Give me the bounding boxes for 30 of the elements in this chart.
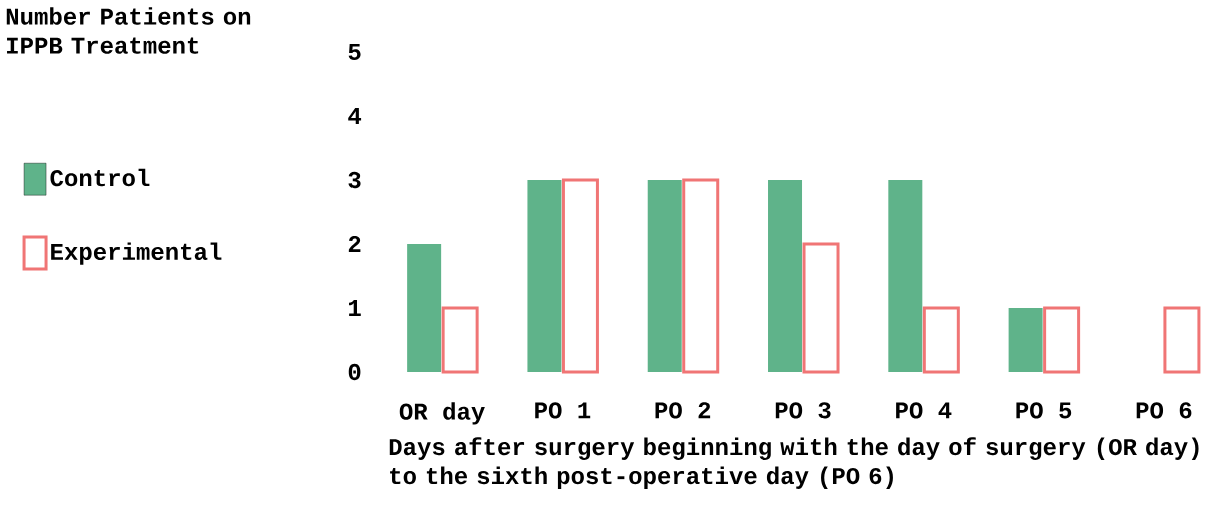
bar	[802, 242, 840, 374]
bar	[1008, 308, 1043, 372]
bar	[922, 306, 960, 374]
bar	[561, 178, 599, 374]
bar	[768, 180, 803, 372]
y-tick-label: 2	[348, 235, 361, 253]
y-tick-label: 5	[348, 43, 361, 61]
y-tick-label: 3	[348, 171, 361, 189]
bar	[441, 306, 479, 374]
bar	[1043, 306, 1081, 374]
bar	[888, 180, 923, 372]
y-tick-label: 0	[348, 363, 361, 381]
x-tick-label: OR day	[399, 402, 485, 425]
y-tick-label: 4	[348, 108, 362, 124]
x-tick-label: PO 4	[896, 402, 952, 419]
x-tick-label: PO 6	[1136, 402, 1192, 419]
legend-label: Control	[50, 168, 150, 187]
bar	[407, 244, 442, 372]
x-tick-label: PO 5	[1016, 402, 1072, 419]
x-tick-label: PO 3	[775, 402, 831, 419]
x-axis-title: Days after surgery beginning with the day of surgery (OR day) to the sixth post-operative day (PO 6)	[389, 437, 1199, 489]
bar	[1163, 306, 1201, 374]
bar	[647, 180, 682, 372]
x-tick-label: PO 1	[535, 402, 591, 419]
y-axis-title: Number Patients on IPPB Treatment	[6, 7, 251, 54]
y-tick-label: 1	[349, 300, 361, 316]
bar	[682, 178, 720, 374]
legend-label: Experimental	[51, 242, 222, 265]
bar	[527, 180, 562, 372]
x-tick-label: PO 2	[655, 402, 711, 419]
